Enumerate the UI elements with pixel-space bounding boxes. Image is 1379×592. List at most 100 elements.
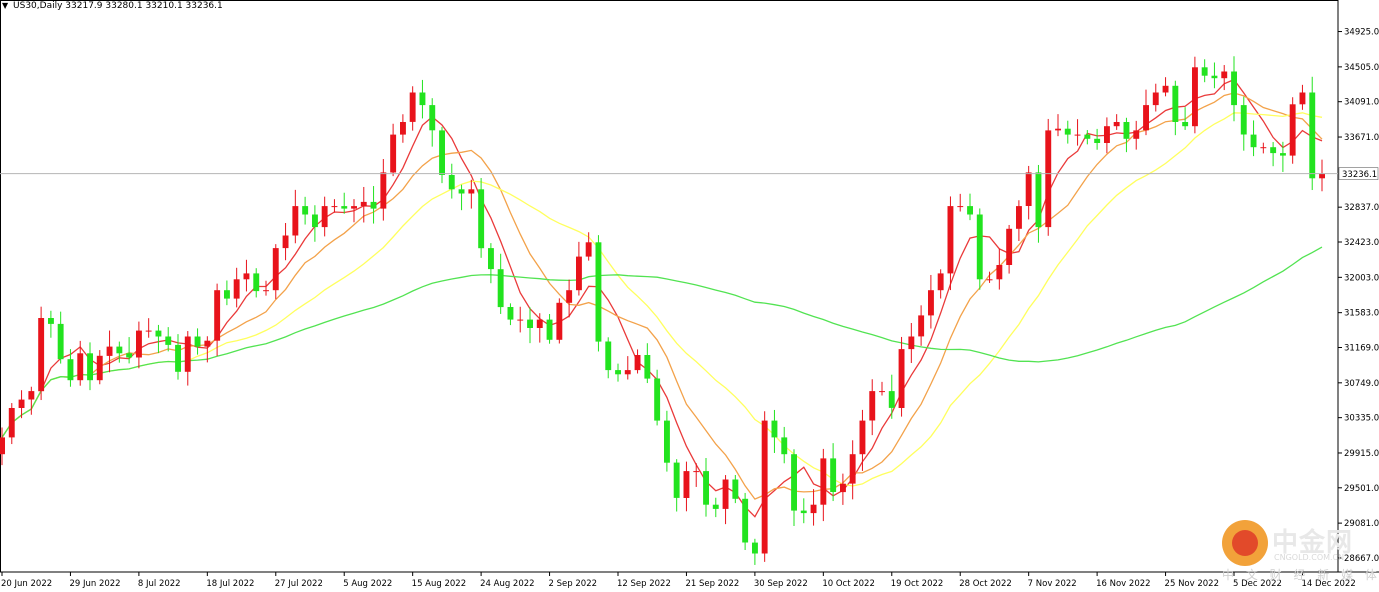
candle-body [321, 206, 328, 228]
candle-body [67, 359, 74, 381]
candle-body [654, 378, 661, 421]
candle-body [859, 420, 866, 455]
candle-body [742, 498, 749, 543]
candle-body [937, 273, 944, 291]
y-tick-label: 28667.0 [1344, 554, 1379, 564]
y-tick-label: 33671.0 [1344, 133, 1379, 143]
candle-body [1074, 134, 1081, 136]
candle-body [126, 353, 133, 358]
candle-body [908, 336, 915, 350]
candle-body [57, 323, 64, 360]
candle-body [351, 206, 357, 209]
candle-body [898, 349, 905, 408]
candle-body [419, 92, 426, 106]
candle-body [341, 206, 348, 209]
ma-slow-line [1, 112, 1323, 487]
candle-body [928, 290, 934, 316]
y-tick-label: 31583.0 [1344, 309, 1379, 319]
candle-body [703, 471, 709, 505]
candle-body [331, 206, 338, 208]
y-tick-label: 29915.0 [1344, 449, 1379, 459]
y-tick-label: 31169.0 [1344, 343, 1379, 353]
candle-body [615, 370, 621, 375]
candle-body [272, 248, 279, 291]
logo-tagline: 中 文 财 经 新 媒 体 [1222, 568, 1379, 582]
candle-body [0, 437, 6, 455]
candle-body [1319, 173, 1325, 179]
candle-body [106, 346, 113, 356]
candle-body [155, 330, 162, 337]
candle-body [38, 318, 45, 392]
candle-body [1133, 130, 1140, 139]
candle-body [175, 344, 181, 372]
candle-body [243, 273, 250, 280]
candle-body [507, 307, 514, 320]
candle-body [1025, 172, 1032, 206]
y-tick-label: 32423.0 [1344, 238, 1379, 248]
x-tick-label: 30 Sep 2022 [754, 579, 808, 589]
candle-body [116, 346, 123, 354]
candle-body [761, 420, 768, 554]
x-tick-label: 14 Dec 2022 [1301, 579, 1355, 589]
x-tick-label: 19 Oct 2022 [891, 579, 944, 589]
candle-body [1231, 71, 1237, 106]
candle-body [1201, 67, 1208, 76]
candle-body [879, 391, 885, 393]
x-tick-label: 15 Aug 2022 [412, 579, 466, 589]
candle-body [468, 189, 475, 194]
candle-body [1064, 128, 1071, 135]
candle-body [752, 542, 758, 554]
candle-body [644, 355, 651, 379]
y-tick-label: 30749.0 [1344, 379, 1379, 389]
candle-body [781, 437, 788, 455]
candle-body [1094, 138, 1101, 143]
candle-body [585, 242, 592, 257]
candle-body [556, 302, 563, 340]
candle-body [8, 408, 15, 438]
dropdown-triangle-icon[interactable]: ▼ [2, 1, 9, 10]
logo-subtitle: CNGOLD.COM.CN [1274, 553, 1345, 562]
candle-body [976, 214, 983, 280]
x-tick-label: 7 Nov 2022 [1028, 579, 1077, 589]
candle-body [400, 122, 406, 135]
candle-body [527, 319, 533, 328]
candle-body [1152, 92, 1159, 106]
watermark-logo: 中金网 CNGOLD.COM.CN 中 文 财 经 新 媒 体 [1222, 520, 1377, 586]
candle-body [439, 130, 445, 175]
candle-body [1162, 85, 1169, 93]
candle-body [1055, 128, 1061, 131]
plot-frame [0, 0, 1339, 573]
candle-body [986, 279, 993, 281]
candle-body [497, 269, 504, 308]
candle-body [204, 340, 211, 347]
ma-fast-line [1, 78, 1323, 518]
candle-body [1123, 122, 1130, 139]
candle-body [429, 105, 436, 131]
candle-body [800, 510, 807, 514]
candle-body [1113, 122, 1120, 127]
candle-body [732, 479, 739, 499]
candle-body [1104, 126, 1110, 143]
y-tick-label: 30335.0 [1344, 414, 1379, 424]
y-tick-label: 32837.0 [1344, 203, 1379, 213]
candle-body [233, 279, 240, 299]
candle-body [673, 462, 680, 498]
candle-body [1016, 206, 1022, 229]
y-tick-label: 29081.0 [1344, 519, 1379, 529]
candle-body [214, 290, 221, 341]
candle-body [1172, 85, 1179, 122]
x-tick-label: 8 Jul 2022 [138, 579, 181, 589]
x-tick-label: 21 Sep 2022 [685, 579, 739, 589]
candle-body [165, 336, 172, 345]
y-tick-label: 32003.0 [1344, 273, 1379, 283]
candle-body [1192, 67, 1198, 127]
candle-body [488, 248, 494, 270]
candle-body [683, 471, 690, 498]
x-tick-label: 29 Jun 2022 [69, 579, 120, 589]
candle-body [292, 206, 299, 236]
candle-body [967, 206, 973, 215]
candle-body [1084, 134, 1091, 139]
candle-body [1006, 228, 1013, 265]
candle-body [536, 319, 543, 328]
